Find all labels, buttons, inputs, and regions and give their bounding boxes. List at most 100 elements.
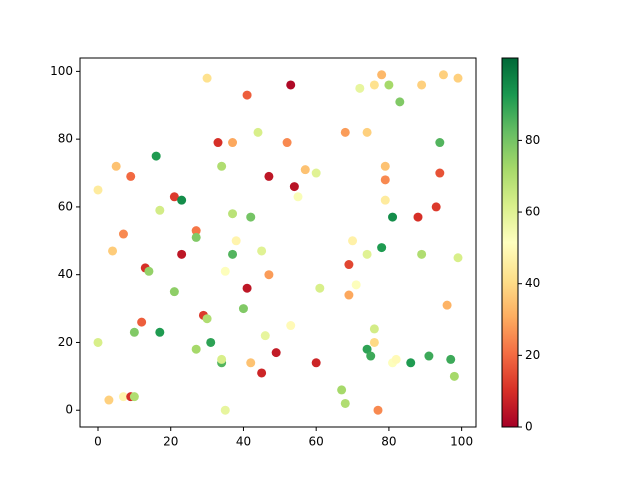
point <box>242 90 252 100</box>
point <box>362 344 372 354</box>
point <box>446 354 456 364</box>
point <box>366 351 376 361</box>
point <box>129 327 139 337</box>
y-tick-label: 80 <box>58 132 73 146</box>
point <box>453 73 463 83</box>
point <box>246 212 256 222</box>
point <box>362 127 372 137</box>
point <box>220 266 230 276</box>
point <box>289 182 299 192</box>
point <box>282 138 292 148</box>
y-tick-label: 60 <box>58 199 73 213</box>
colorbar <box>501 57 519 428</box>
x-tick-label: 100 <box>450 435 473 449</box>
point <box>438 70 448 80</box>
point <box>344 260 354 270</box>
point <box>377 70 387 80</box>
point <box>191 232 201 242</box>
y-tick-label: 0 <box>65 403 73 417</box>
point <box>311 358 321 368</box>
point <box>315 283 325 293</box>
point <box>369 324 379 334</box>
x-tick-label: 80 <box>381 435 396 449</box>
point <box>191 344 201 354</box>
point <box>293 192 303 202</box>
point <box>264 270 274 280</box>
point <box>257 246 267 256</box>
point <box>369 337 379 347</box>
point <box>155 205 165 215</box>
x-tick-label: 40 <box>236 435 251 449</box>
point <box>391 354 401 364</box>
point <box>217 161 227 171</box>
plot-frame <box>79 57 477 428</box>
point <box>238 304 248 314</box>
y-tick-label: 100 <box>50 64 73 78</box>
point <box>111 161 121 171</box>
point <box>242 283 252 293</box>
point <box>286 80 296 90</box>
point <box>177 249 187 259</box>
point <box>373 405 383 415</box>
point <box>217 354 227 364</box>
point <box>340 398 350 408</box>
point <box>169 287 179 297</box>
point <box>177 195 187 205</box>
point <box>413 212 423 222</box>
point <box>380 161 390 171</box>
point <box>351 280 361 290</box>
point <box>395 97 405 107</box>
point <box>228 249 238 259</box>
point <box>417 80 427 90</box>
point <box>220 405 230 415</box>
colorbar-tick-label: 40 <box>525 276 540 290</box>
point <box>206 337 216 347</box>
point <box>108 246 118 256</box>
point <box>126 171 136 181</box>
point <box>355 83 365 93</box>
point <box>369 80 379 90</box>
point <box>406 358 416 368</box>
point <box>300 165 310 175</box>
x-tick-label: 0 <box>94 435 102 449</box>
point <box>129 392 139 402</box>
point <box>424 351 434 361</box>
point <box>271 348 281 358</box>
point <box>380 195 390 205</box>
point <box>118 229 128 239</box>
point <box>384 80 394 90</box>
point <box>155 327 165 337</box>
y-tick-label: 20 <box>58 335 73 349</box>
point <box>340 127 350 137</box>
point <box>380 175 390 185</box>
point <box>337 385 347 395</box>
point <box>442 300 452 310</box>
x-tick-label: 20 <box>163 435 178 449</box>
point <box>228 209 238 219</box>
point <box>169 192 179 202</box>
point <box>191 226 201 236</box>
point <box>344 290 354 300</box>
point <box>348 236 358 246</box>
point <box>286 321 296 331</box>
point <box>377 243 387 253</box>
point <box>202 314 212 324</box>
point <box>202 73 212 83</box>
point <box>417 249 427 259</box>
point <box>257 368 267 378</box>
point <box>93 337 103 347</box>
point <box>453 253 463 263</box>
point <box>260 331 270 341</box>
point <box>246 358 256 368</box>
point <box>93 185 103 195</box>
y-tick-label: 40 <box>58 267 73 281</box>
colorbar-tick-label: 60 <box>525 205 540 219</box>
point <box>104 395 114 405</box>
colorbar-tick-label: 20 <box>525 348 540 362</box>
colorbar-tick-label: 80 <box>525 133 540 147</box>
x-tick-label: 60 <box>309 435 324 449</box>
point <box>388 212 398 222</box>
point <box>231 236 241 246</box>
point <box>151 151 161 161</box>
